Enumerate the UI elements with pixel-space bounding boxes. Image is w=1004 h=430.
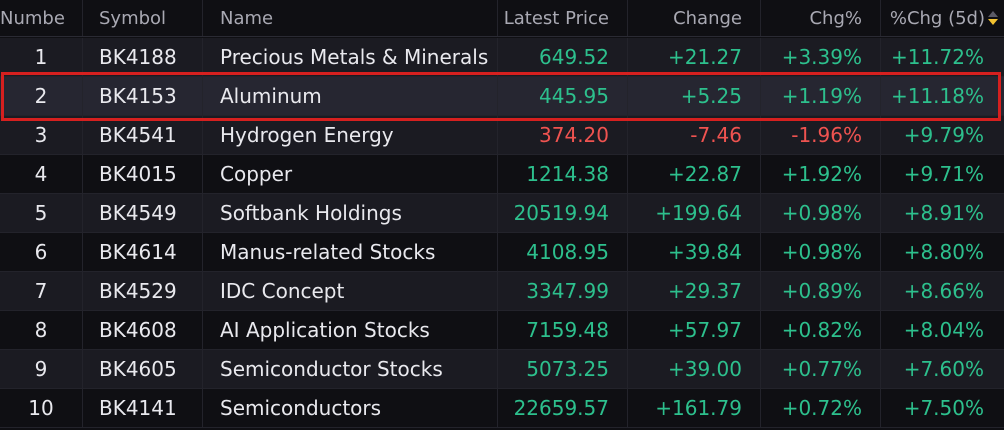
row-chg-pct: +0.72% bbox=[761, 389, 881, 427]
row-number: 10 bbox=[0, 389, 83, 427]
row-latest-price: 445.95 bbox=[498, 77, 628, 115]
row-number: 1 bbox=[0, 38, 83, 76]
row-name: Hydrogen Energy bbox=[203, 116, 498, 154]
table-row[interactable]: 9 BK4605 Semiconductor Stocks 5073.25 +39.00… bbox=[0, 350, 1004, 389]
row-latest-price: 20519.94 bbox=[498, 194, 628, 232]
row-chg-5d: +11.18% bbox=[890, 84, 984, 108]
row-chg-5d: +8.80% bbox=[903, 240, 984, 264]
row-symbol: BK4529 bbox=[83, 272, 203, 310]
row-latest-price: 7159.48 bbox=[498, 311, 628, 349]
row-change: +39.00 bbox=[628, 350, 761, 388]
table-row[interactable]: 2 BK4153 Aluminum 445.95 +5.25 +1.19% +11.18% bbox=[0, 77, 1004, 116]
row-latest-price: 4108.95 bbox=[498, 233, 628, 271]
row-chg-5d: +11.72% bbox=[890, 45, 984, 69]
row-chg-pct: +0.77% bbox=[761, 350, 881, 388]
row-chg-5d: +9.79% bbox=[903, 123, 984, 147]
row-latest-price: 374.20 bbox=[498, 116, 628, 154]
table-header: Numbe Symbol Name Latest Price Change Ch… bbox=[0, 0, 1004, 37]
row-number: 2 bbox=[0, 77, 83, 115]
row-name: Softbank Holdings bbox=[203, 194, 498, 232]
row-latest-price: 3347.99 bbox=[498, 272, 628, 310]
row-number: 8 bbox=[0, 311, 83, 349]
sort-desc-icon[interactable] bbox=[988, 9, 998, 27]
row-name: Semiconductor Stocks bbox=[203, 350, 498, 388]
row-symbol: BK4188 bbox=[83, 38, 203, 76]
row-latest-price: 649.52 bbox=[498, 38, 628, 76]
row-latest-price: 5073.25 bbox=[498, 350, 628, 388]
row-name: Copper bbox=[203, 155, 498, 193]
row-change: +5.25 bbox=[628, 77, 761, 115]
table-row[interactable]: 8 BK4608 AI Application Stocks 7159.48 +57.9… bbox=[0, 311, 1004, 350]
row-chg-5d: +8.04% bbox=[903, 318, 984, 342]
row-chg-pct: +0.98% bbox=[761, 233, 881, 271]
row-chg-pct: +3.39% bbox=[761, 38, 881, 76]
row-symbol: BK4608 bbox=[83, 311, 203, 349]
header-number[interactable]: Numbe bbox=[0, 0, 83, 36]
row-symbol: BK4605 bbox=[83, 350, 203, 388]
row-chg-5d: +8.91% bbox=[903, 201, 984, 225]
row-latest-price: 22659.57 bbox=[498, 389, 628, 427]
row-number: 9 bbox=[0, 350, 83, 388]
header-change[interactable]: Change bbox=[628, 0, 761, 36]
row-chg-pct: -1.96% bbox=[761, 116, 881, 154]
header-chg-pct[interactable]: Chg% bbox=[761, 0, 881, 36]
header-chg-5d-label: %Chg (5d) bbox=[889, 7, 985, 29]
table-row[interactable]: 3 BK4541 Hydrogen Energy 374.20 -7.46 -1.96% +… bbox=[0, 116, 1004, 155]
row-name: AI Application Stocks bbox=[203, 311, 498, 349]
row-chg-pct: +0.89% bbox=[761, 272, 881, 310]
table-row[interactable]: 5 BK4549 Softbank Holdings 20519.94 +199.64 +… bbox=[0, 194, 1004, 233]
table-row[interactable]: 6 BK4614 Manus-related Stocks 4108.95 +39.84… bbox=[0, 233, 1004, 272]
row-symbol: BK4549 bbox=[83, 194, 203, 232]
row-chg-5d: +8.66% bbox=[903, 279, 984, 303]
row-change: +21.27 bbox=[628, 38, 761, 76]
table-row[interactable]: 4 BK4015 Copper 1214.38 +22.87 +1.92% +9.71% bbox=[0, 155, 1004, 194]
header-name[interactable]: Name bbox=[203, 0, 498, 36]
row-name: IDC Concept bbox=[203, 272, 498, 310]
row-name: Manus-related Stocks bbox=[203, 233, 498, 271]
row-change: +39.84 bbox=[628, 233, 761, 271]
row-chg-pct: +0.98% bbox=[761, 194, 881, 232]
row-symbol: BK4614 bbox=[83, 233, 203, 271]
row-change: -7.46 bbox=[628, 116, 761, 154]
row-name: Precious Metals & Minerals bbox=[203, 38, 498, 76]
row-number: 3 bbox=[0, 116, 83, 154]
row-chg-5d: +9.71% bbox=[903, 162, 984, 186]
row-symbol: BK4015 bbox=[83, 155, 203, 193]
row-change: +161.79 bbox=[628, 389, 761, 427]
row-symbol: BK4153 bbox=[83, 77, 203, 115]
row-change: +22.87 bbox=[628, 155, 761, 193]
row-chg-pct: +1.19% bbox=[761, 77, 881, 115]
header-chg-5d[interactable]: %Chg (5d) bbox=[881, 0, 1004, 36]
row-chg-5d: +7.50% bbox=[903, 396, 984, 420]
row-name: Aluminum bbox=[203, 77, 498, 115]
row-name: Semiconductors bbox=[203, 389, 498, 427]
row-chg-pct: +1.92% bbox=[761, 155, 881, 193]
row-change: +29.37 bbox=[628, 272, 761, 310]
row-number: 6 bbox=[0, 233, 83, 271]
row-number: 7 bbox=[0, 272, 83, 310]
row-chg-5d: +7.60% bbox=[903, 357, 984, 381]
row-number: 4 bbox=[0, 155, 83, 193]
row-symbol: BK4141 bbox=[83, 389, 203, 427]
row-number: 5 bbox=[0, 194, 83, 232]
row-chg-pct: +0.82% bbox=[761, 311, 881, 349]
table-row[interactable]: 1 BK4188 Precious Metals & Minerals 649.52 +… bbox=[0, 38, 1004, 77]
table-row[interactable]: 10 BK4141 Semiconductors 22659.57 +161.79 +0.… bbox=[0, 389, 1004, 428]
row-change: +57.97 bbox=[628, 311, 761, 349]
row-change: +199.64 bbox=[628, 194, 761, 232]
row-latest-price: 1214.38 bbox=[498, 155, 628, 193]
row-symbol: BK4541 bbox=[83, 116, 203, 154]
header-symbol[interactable]: Symbol bbox=[83, 0, 203, 36]
header-latest-price[interactable]: Latest Price bbox=[498, 0, 628, 36]
table-row[interactable]: 7 BK4529 IDC Concept 3347.99 +29.37 +0.89% +8.… bbox=[0, 272, 1004, 311]
